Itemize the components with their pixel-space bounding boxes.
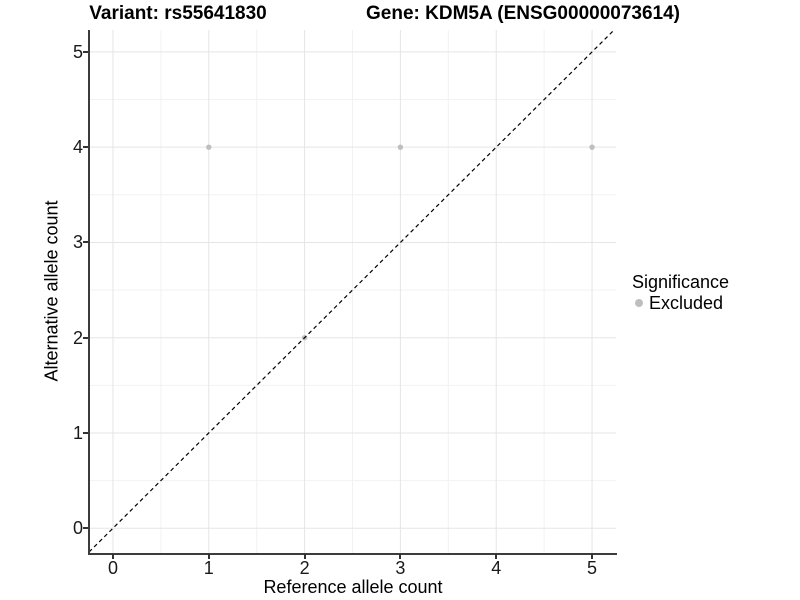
y-tick-mark (83, 241, 88, 244)
y-tick-mark (83, 431, 88, 434)
scatter-point (397, 144, 404, 150)
scatter-point (206, 144, 212, 150)
y-tick-label: 5 (72, 41, 83, 62)
x-tick-label: 0 (107, 558, 118, 578)
y-tick-mark (83, 336, 88, 339)
y-tick-mark (83, 527, 88, 530)
plot-panel (88, 29, 616, 553)
y-tick-mark (83, 146, 88, 149)
x-tick-mark (111, 554, 114, 559)
legend-title: Significance (632, 272, 730, 292)
x-tick-label: 5 (587, 558, 598, 578)
x-tick-label: 1 (203, 558, 214, 578)
identity-line (88, 29, 615, 553)
plot-svg (88, 29, 616, 553)
x-tick-label: 3 (395, 558, 406, 578)
x-tick-mark (303, 554, 306, 559)
x-axis-title: Reference allele count (263, 577, 443, 597)
legend: Significance Excluded (632, 271, 729, 313)
y-tick-label: 2 (72, 327, 83, 348)
gene-title: Gene: KDM5A (ENSG00000073614) (366, 3, 680, 24)
x-tick-mark (399, 554, 402, 559)
x-tick-labels: 0 1 2 3 4 5 (89, 556, 616, 578)
legend-item-label: Excluded (649, 292, 724, 313)
x-tick-label: 2 (299, 558, 310, 578)
y-tick-label: 3 (72, 232, 83, 253)
excluded-point-icon (635, 299, 643, 307)
y-axis-line (87, 30, 90, 555)
x-tick-label: 4 (491, 558, 502, 578)
legend-item: Excluded (632, 293, 729, 313)
x-tick-mark (591, 554, 594, 559)
y-axis-title: Alternative allele count (41, 200, 62, 382)
scatter-point (589, 144, 595, 150)
variant-title: Variant: rs55641830 (89, 3, 267, 24)
y-tick-labels: 0 1 2 3 4 5 (0, 30, 83, 553)
y-tick-label: 0 (72, 518, 83, 539)
y-tick-label: 4 (72, 137, 83, 158)
x-tick-mark (207, 554, 210, 559)
y-tick-label: 1 (72, 422, 83, 443)
y-tick-mark (83, 50, 88, 53)
x-axis-line (87, 552, 617, 555)
x-tick-mark (495, 554, 498, 559)
